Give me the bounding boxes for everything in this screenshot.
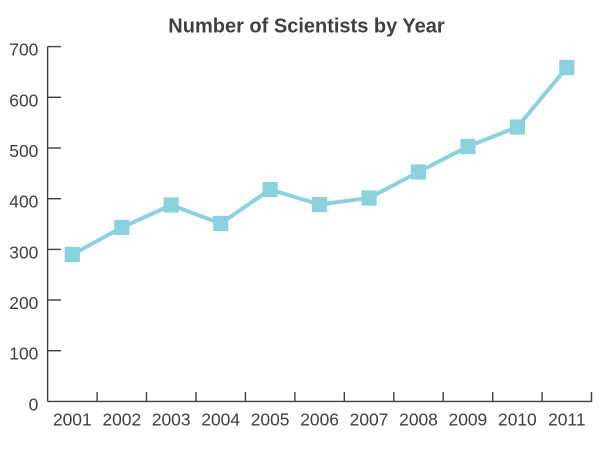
svg-text:2006: 2006 (300, 410, 339, 430)
svg-text:2010: 2010 (498, 410, 537, 430)
svg-text:2007: 2007 (350, 410, 389, 430)
svg-text:2004: 2004 (201, 410, 240, 430)
svg-text:0: 0 (29, 394, 39, 414)
svg-text:700: 700 (9, 40, 38, 60)
svg-text:400: 400 (9, 192, 38, 212)
svg-text:2011: 2011 (548, 410, 585, 430)
svg-text:200: 200 (9, 293, 38, 313)
svg-text:2005: 2005 (251, 410, 290, 430)
svg-text:Number of Scientists by Year: Number of Scientists by Year (168, 16, 445, 38)
svg-text:2003: 2003 (152, 410, 191, 430)
svg-text:100: 100 (9, 344, 38, 364)
svg-text:2001: 2001 (53, 410, 92, 430)
svg-text:2009: 2009 (449, 410, 488, 430)
svg-text:600: 600 (9, 90, 38, 110)
svg-text:2002: 2002 (102, 410, 141, 430)
svg-text:300: 300 (9, 242, 38, 262)
svg-text:500: 500 (9, 141, 38, 161)
svg-text:2008: 2008 (399, 410, 438, 430)
